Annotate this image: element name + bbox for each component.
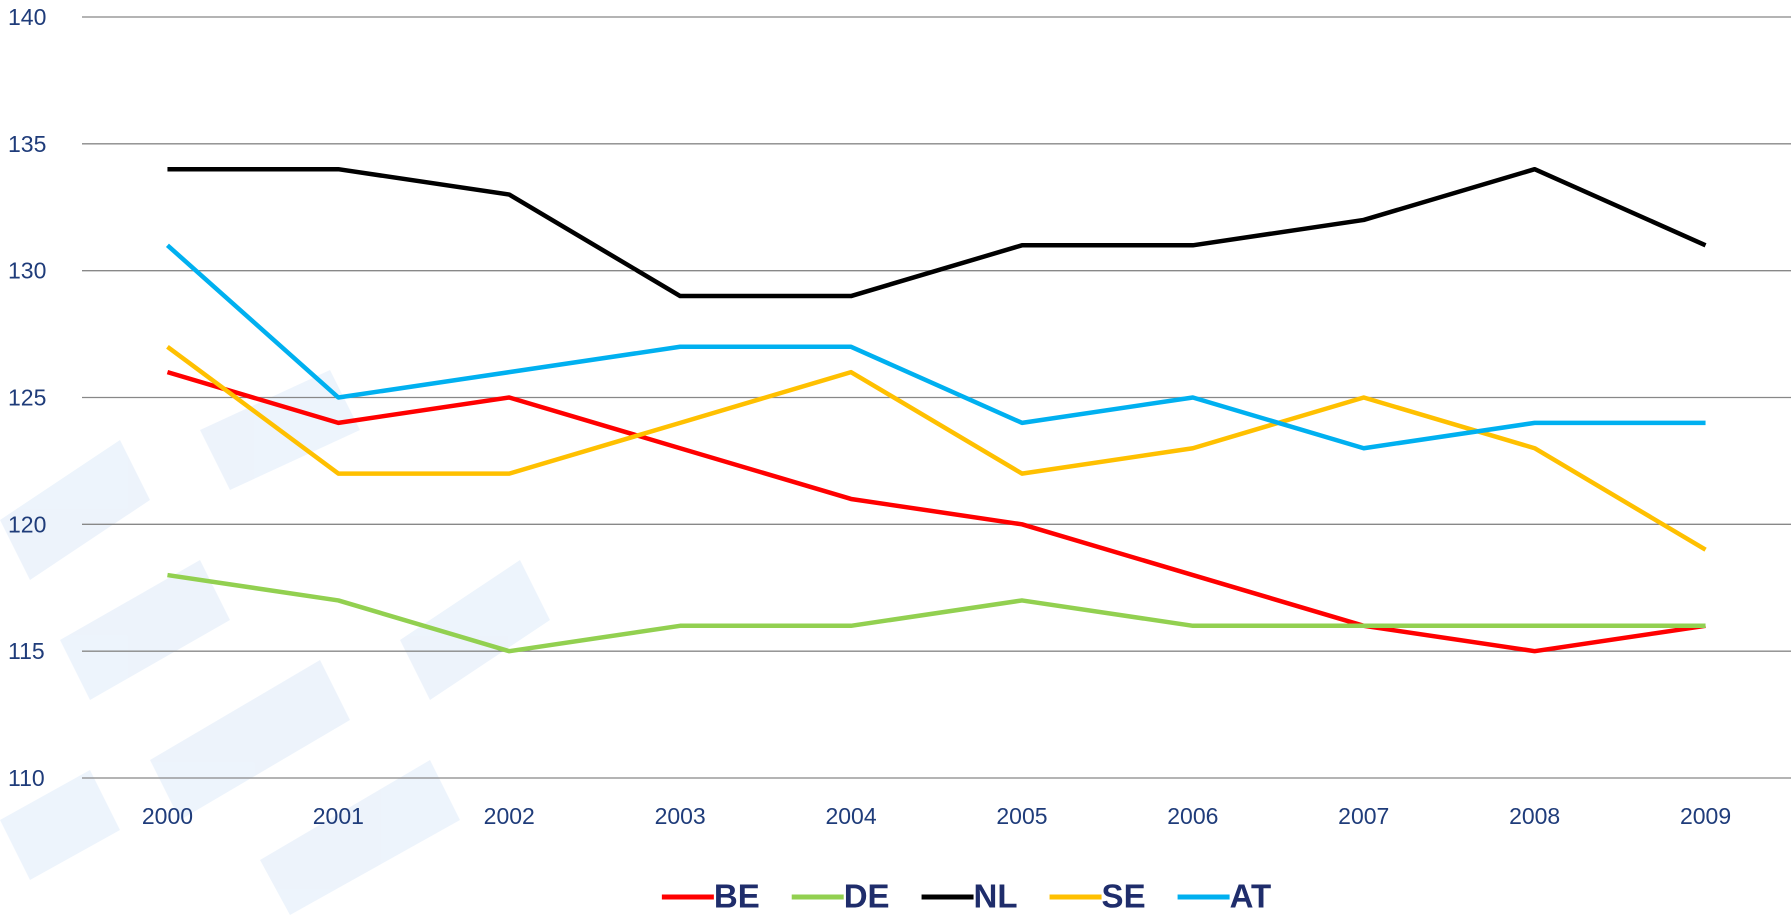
x-tick-label: 2000: [142, 803, 193, 829]
x-tick-label: 2008: [1509, 803, 1560, 829]
x-tick-label: 2004: [825, 803, 876, 829]
grid: 110 115 120 125 130 135 140 2000 2001 2002 2003 200…: [8, 4, 1791, 829]
x-tick-label: 2002: [484, 803, 535, 829]
series-line: [166, 369, 1706, 654]
y-tick-label: 115: [8, 638, 45, 664]
legend-label: DE: [844, 878, 890, 915]
background-pattern: [0, 370, 550, 915]
series-line: [167, 166, 1707, 299]
y-tick-label: 110: [8, 765, 45, 791]
y-tick-label: 120: [8, 511, 46, 537]
legend: BE DE NL SE AT: [661, 878, 1272, 915]
y-tick-label: 130: [8, 258, 46, 284]
x-tick-label: 2007: [1338, 803, 1389, 829]
legend-label: BE: [714, 878, 760, 915]
series-line: [166, 344, 1707, 552]
lines: [165, 166, 1707, 654]
legend-label: AT: [1230, 878, 1272, 915]
y-tick-label: 125: [8, 385, 46, 411]
legend-label: NL: [974, 878, 1018, 915]
y-tick-label: 140: [8, 4, 46, 30]
y-tick-label: 135: [8, 131, 46, 157]
series-line: [165, 243, 1706, 451]
x-tick-label: 2003: [655, 803, 706, 829]
x-tick-label: 2001: [313, 803, 364, 829]
legend-label: SE: [1102, 878, 1146, 915]
series-line: [167, 572, 1706, 654]
x-tick-label: 2005: [996, 803, 1047, 829]
x-tick-label: 2006: [1167, 803, 1218, 829]
x-tick-label: 2009: [1680, 803, 1731, 829]
